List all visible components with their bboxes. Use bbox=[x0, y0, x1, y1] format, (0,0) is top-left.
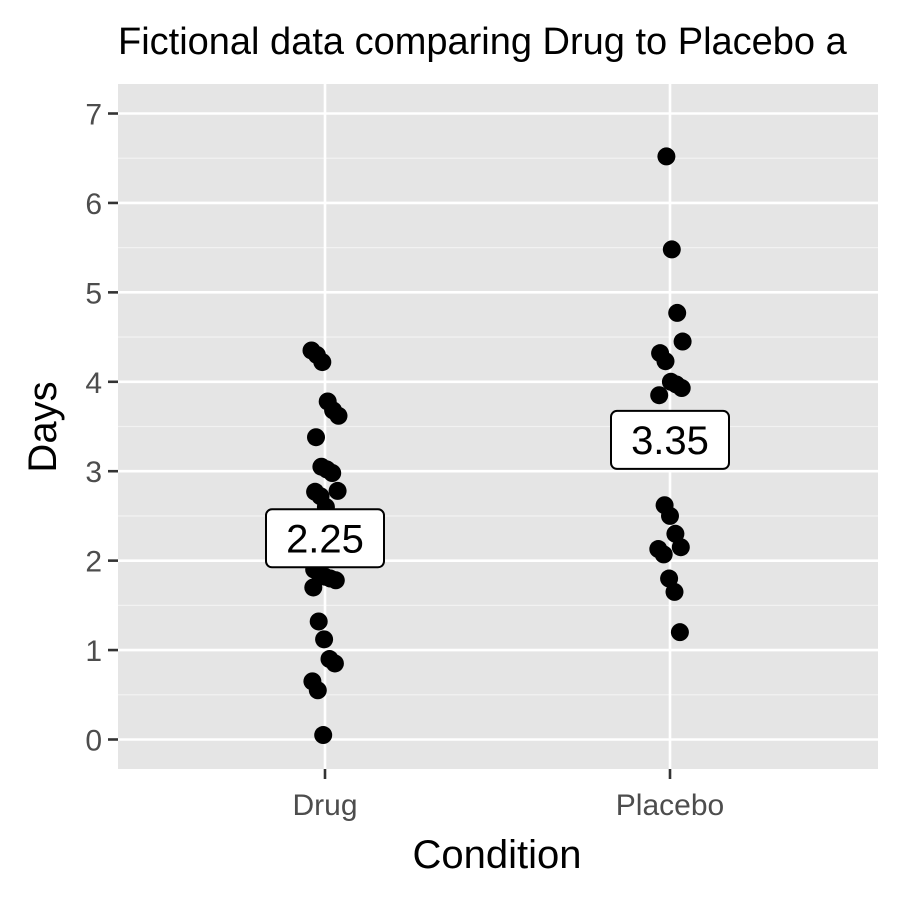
data-point bbox=[650, 386, 669, 405]
data-point bbox=[326, 571, 345, 590]
grid-minor bbox=[118, 157, 878, 696]
data-point bbox=[309, 612, 328, 631]
data-points bbox=[302, 147, 692, 745]
data-point bbox=[328, 481, 347, 500]
x-axis: Drug Placebo bbox=[292, 769, 724, 822]
data-point bbox=[304, 578, 323, 597]
data-point bbox=[654, 545, 673, 564]
mean-label-box bbox=[610, 409, 730, 470]
data-point bbox=[323, 464, 342, 483]
mean-label: 2.25 bbox=[286, 517, 364, 561]
y-tick-label: 7 bbox=[85, 99, 102, 132]
data-point bbox=[673, 332, 692, 351]
grid-major bbox=[118, 84, 878, 769]
data-point bbox=[307, 428, 325, 447]
y-axis: 0 1 2 3 4 5 6 7 bbox=[85, 99, 118, 757]
y-tick-label: 1 bbox=[85, 635, 102, 668]
x-tick-label: Placebo bbox=[616, 789, 724, 822]
x-tick-label: Drug bbox=[292, 789, 357, 822]
data-point bbox=[325, 654, 344, 673]
data-point bbox=[308, 681, 327, 700]
data-point bbox=[662, 240, 681, 259]
y-tick-label: 4 bbox=[85, 367, 102, 400]
data-point bbox=[657, 147, 676, 166]
data-point bbox=[672, 379, 691, 398]
mean-labels: 2.25 3.35 bbox=[265, 409, 730, 569]
mean-label-box bbox=[265, 508, 385, 569]
data-point bbox=[670, 623, 689, 642]
data-point bbox=[671, 538, 690, 557]
x-axis-title: Condition bbox=[412, 833, 581, 877]
data-point bbox=[661, 506, 679, 525]
y-axis-title: Days bbox=[21, 381, 65, 472]
data-point bbox=[656, 352, 675, 371]
y-tick-label: 6 bbox=[85, 188, 102, 221]
data-point bbox=[314, 726, 333, 745]
y-tick-label: 2 bbox=[85, 546, 102, 579]
y-tick-label: 3 bbox=[85, 456, 102, 489]
y-tick-label: 5 bbox=[85, 277, 102, 310]
data-point bbox=[313, 353, 332, 372]
data-point bbox=[668, 303, 687, 322]
mean-label: 3.35 bbox=[631, 419, 709, 463]
y-tick-label: 0 bbox=[85, 724, 102, 757]
data-point bbox=[315, 630, 334, 649]
data-point bbox=[329, 406, 348, 425]
chart-title: Fictional data comparing Drug to Placebo… bbox=[118, 21, 848, 63]
data-point bbox=[665, 582, 684, 601]
